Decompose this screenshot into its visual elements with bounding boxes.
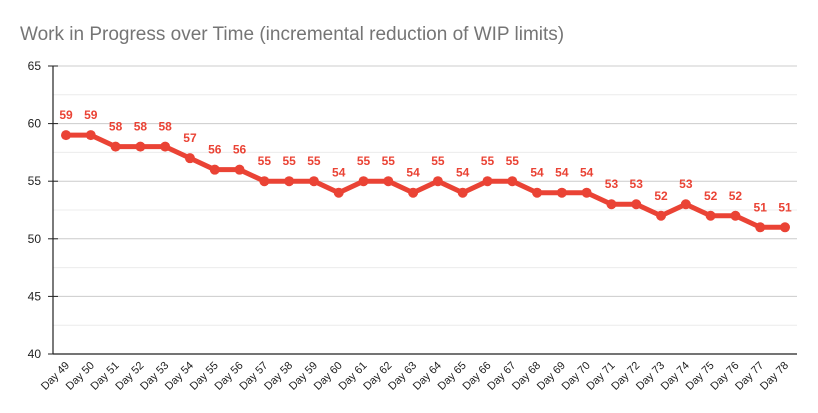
data-point — [333, 187, 344, 198]
data-point — [110, 141, 121, 152]
data-point — [358, 176, 369, 187]
data-label: 54 — [580, 166, 594, 180]
data-point — [631, 199, 642, 210]
x-tick-label: Day 78 — [758, 360, 791, 393]
gridlines — [53, 65, 797, 326]
data-label: 54 — [406, 166, 420, 180]
data-label: 59 — [84, 108, 98, 122]
data-point — [61, 130, 71, 141]
data-label: 54 — [530, 166, 544, 180]
data-point — [532, 187, 543, 198]
data-point — [705, 210, 716, 221]
data-point — [432, 176, 443, 187]
data-label: 54 — [555, 166, 569, 180]
data-point — [730, 210, 741, 221]
data-point — [259, 176, 270, 187]
data-labels: 59 59 58 58 58 57 56 56 55 55 55 54 55 55 54 55 54 55 55 54… — [59, 108, 792, 214]
data-label: 51 — [754, 200, 768, 214]
data-point — [209, 164, 220, 175]
data-label: 57 — [183, 131, 197, 145]
data-label: 52 — [729, 189, 743, 203]
data-label: 53 — [679, 177, 693, 191]
data-point — [780, 222, 790, 233]
data-label: 53 — [605, 177, 619, 191]
data-label: 55 — [307, 154, 321, 168]
y-tick-label: 50 — [28, 232, 42, 246]
data-label: 53 — [630, 177, 644, 191]
y-tick-label: 65 — [28, 59, 42, 73]
data-label: 58 — [134, 120, 148, 134]
data-point — [482, 176, 493, 187]
data-label: 55 — [506, 154, 520, 168]
data-label: 55 — [481, 154, 495, 168]
y-axis: 40 45 50 55 60 65 — [28, 59, 58, 361]
data-point — [308, 176, 319, 187]
data-label: 55 — [357, 154, 371, 168]
data-label: 54 — [456, 166, 470, 180]
chart-title: Work in Progress over Time (incremental … — [20, 24, 564, 45]
data-label: 55 — [431, 154, 445, 168]
data-point — [606, 199, 617, 210]
data-label: 52 — [654, 189, 668, 203]
data-point — [234, 164, 245, 175]
data-point — [656, 210, 667, 221]
data-label: 51 — [778, 200, 792, 214]
data-point — [755, 222, 766, 233]
data-label: 56 — [233, 143, 247, 157]
data-label: 55 — [282, 154, 296, 168]
data-label: 56 — [208, 143, 222, 157]
y-tick-label: 40 — [28, 347, 42, 361]
y-tick-label: 60 — [28, 117, 42, 131]
data-label: 58 — [158, 120, 172, 134]
data-point — [184, 153, 195, 164]
data-label: 52 — [704, 189, 718, 203]
data-point — [284, 176, 295, 187]
data-label: 54 — [332, 166, 346, 180]
y-tick-label: 45 — [28, 289, 42, 303]
data-label: 55 — [258, 154, 272, 168]
data-label: 59 — [59, 108, 73, 122]
data-point — [383, 176, 394, 187]
data-point — [680, 199, 691, 210]
data-point — [408, 187, 419, 198]
data-point — [160, 141, 171, 152]
data-point — [581, 187, 592, 198]
data-label: 55 — [382, 154, 396, 168]
data-point — [85, 130, 96, 141]
data-point — [457, 187, 468, 198]
series-line — [61, 130, 790, 233]
data-point — [507, 176, 518, 187]
data-point — [556, 187, 567, 198]
data-label: 58 — [109, 120, 123, 134]
data-point — [135, 141, 146, 152]
y-tick-label: 55 — [28, 174, 42, 188]
